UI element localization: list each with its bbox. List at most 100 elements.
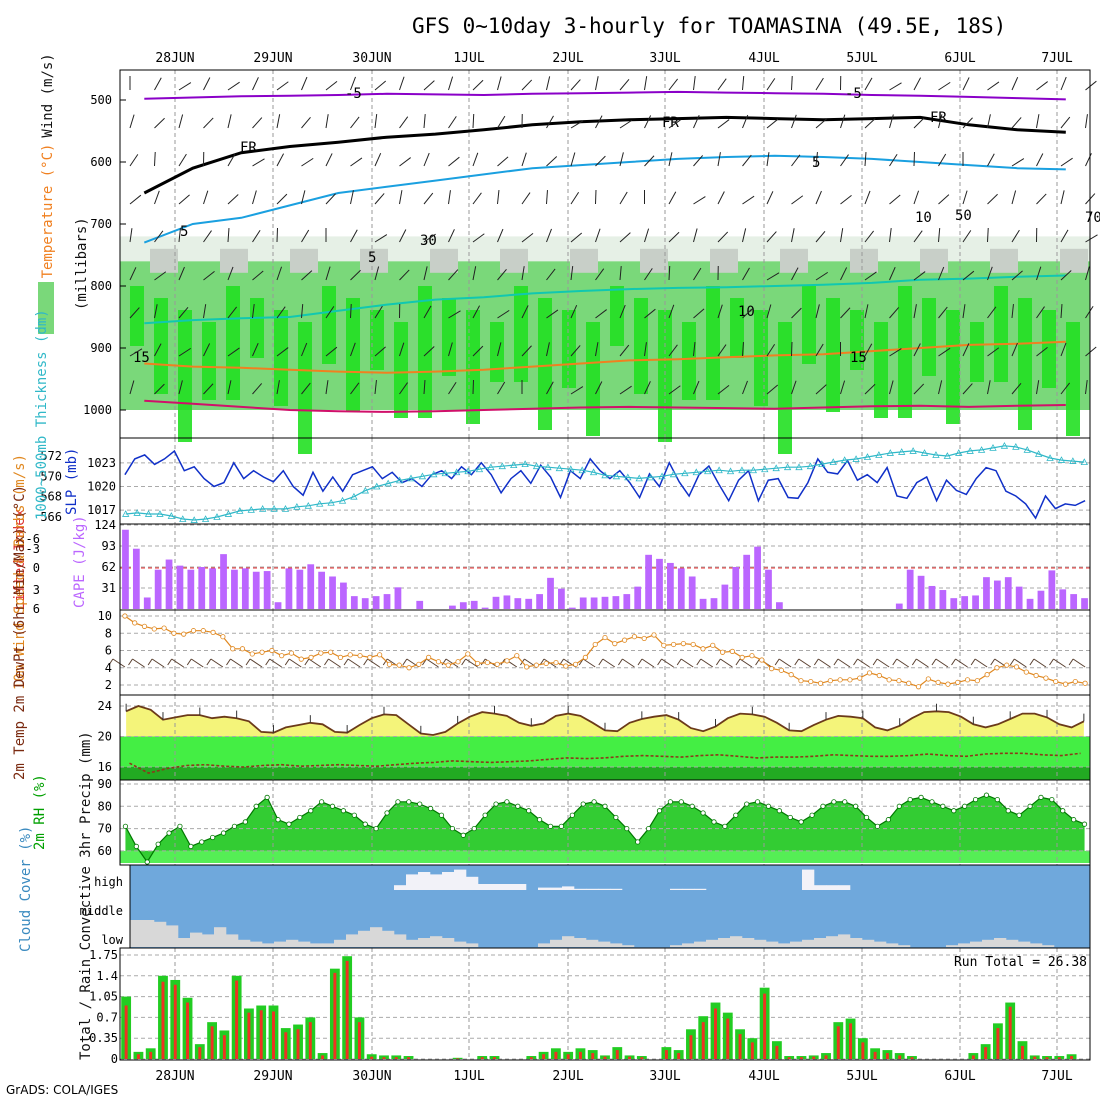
rh-tick-label: 80	[98, 799, 112, 813]
cloud-low-bar	[898, 945, 911, 947]
wind-barb	[227, 194, 239, 205]
wind-barb	[717, 191, 725, 205]
precip-convective-bar	[849, 1023, 853, 1059]
wind-barb	[595, 268, 605, 281]
cape-bar	[983, 577, 990, 609]
wind-barb	[962, 270, 975, 281]
cape-bar	[198, 567, 206, 609]
wind-barb	[472, 79, 484, 91]
isotherm-label: -5	[345, 86, 362, 102]
wind-barb-flag	[735, 658, 741, 666]
precip-convective-bar	[1008, 1006, 1012, 1059]
cloud-low-bar	[946, 945, 959, 947]
wind-barb-flag	[363, 658, 369, 666]
wind-speed-point	[269, 647, 275, 654]
precip-convective-bar	[161, 981, 165, 1059]
thickness-tick-label: 572	[40, 449, 62, 463]
wind-speed-point	[200, 628, 206, 634]
cloud-high-bar	[826, 885, 839, 890]
cloud-low-bar	[178, 938, 191, 947]
wind-barb	[252, 158, 265, 167]
cloud-low-bar	[766, 941, 779, 947]
wind-speed-point	[670, 641, 677, 648]
precip-convective-bar	[1057, 1057, 1061, 1059]
thickness-point	[521, 460, 529, 468]
rh-saturated-cell	[778, 322, 792, 454]
cloud-high-bar	[454, 869, 467, 890]
wind-barb	[521, 345, 532, 357]
wind-barb	[742, 380, 748, 395]
cape-bar	[612, 596, 620, 609]
wind-barb	[864, 343, 873, 357]
wind-speed-point	[337, 654, 344, 661]
thickness-point	[373, 482, 381, 490]
rh-point	[831, 799, 837, 805]
wind-barb	[129, 380, 135, 395]
rh-point	[1071, 817, 1077, 823]
isotherm-label: 10	[915, 210, 932, 226]
isotherm-label: FR	[930, 110, 947, 126]
wind-speed-point	[210, 629, 216, 635]
wind-barb	[595, 115, 603, 129]
wind-barb	[497, 228, 504, 243]
cloud-low-bar	[382, 930, 395, 947]
rh-saturated-cell	[562, 310, 576, 388]
isotherm-line	[144, 340, 1066, 374]
wind-barb	[619, 119, 633, 129]
top-date-axis: 28JUN 29JUN 30JUN 1JUL 2JUL 3JUL 4JUL 5JUL 6JUL 7…	[155, 51, 1072, 66]
wind-barb	[301, 382, 311, 395]
rh-point	[896, 803, 902, 809]
precip-convective-bar	[1020, 1045, 1024, 1059]
wind-barb	[641, 658, 655, 668]
rh-saturated-cell	[370, 310, 384, 370]
cloud-low-bar	[298, 941, 311, 947]
wind-barb	[987, 306, 997, 319]
wind-speed-point	[1062, 681, 1069, 687]
precip-convective-bar	[775, 1045, 779, 1059]
wind-barb-flag	[853, 658, 858, 666]
rh-point	[602, 803, 608, 809]
rh-point	[188, 843, 194, 850]
cloud-low-bar	[598, 941, 611, 947]
wind-barb	[864, 383, 876, 395]
wind-barb	[1011, 158, 1025, 167]
precip-convective-bar	[296, 1029, 300, 1059]
cape-bar	[536, 594, 543, 609]
precip-convective-bar	[566, 1054, 570, 1059]
precip-tick-label: 0.35	[89, 1031, 118, 1045]
thickness-point	[989, 444, 997, 451]
wind-speed-point	[955, 679, 961, 686]
wind-barb	[889, 153, 898, 167]
dewpoint-band-dark	[120, 767, 1090, 780]
thickness-point	[1000, 441, 1009, 449]
wind-barb	[962, 117, 973, 129]
cloud-high-bar	[394, 885, 407, 890]
precip-convective-bar	[210, 1026, 214, 1059]
precip-convective-bar	[971, 1055, 975, 1059]
thickness-point	[943, 452, 952, 459]
wind-barb	[252, 343, 259, 357]
precip-convective-bar	[885, 1053, 889, 1059]
cloud-low-bar	[970, 941, 983, 947]
rh-point	[569, 812, 575, 818]
rh-tick-label: 70	[98, 822, 112, 836]
wind-barb	[693, 308, 705, 319]
rh-dry-cell	[990, 248, 1018, 273]
rh-base-band	[120, 850, 1090, 863]
rh-2m-panel: 60 70 80 90 2m RH (%)	[32, 774, 1090, 865]
wind-speed-point	[357, 653, 363, 659]
wind-barb	[227, 380, 232, 395]
cape-bar	[1004, 577, 1012, 609]
wind-barb	[815, 304, 820, 319]
cape-bar	[470, 600, 478, 609]
wind-barb	[864, 77, 873, 91]
precip-convective-bar	[456, 1058, 460, 1059]
wind-barb	[227, 114, 232, 129]
precip-convective-bar	[480, 1057, 484, 1059]
isotherm-label: FR	[662, 115, 679, 131]
precip-convective-bar	[1033, 1056, 1037, 1059]
wind-speed-point	[328, 649, 334, 655]
cloud-high-bar	[490, 884, 503, 890]
wind-speed-point	[171, 630, 177, 636]
pressure-tick-label: 600	[90, 155, 112, 169]
